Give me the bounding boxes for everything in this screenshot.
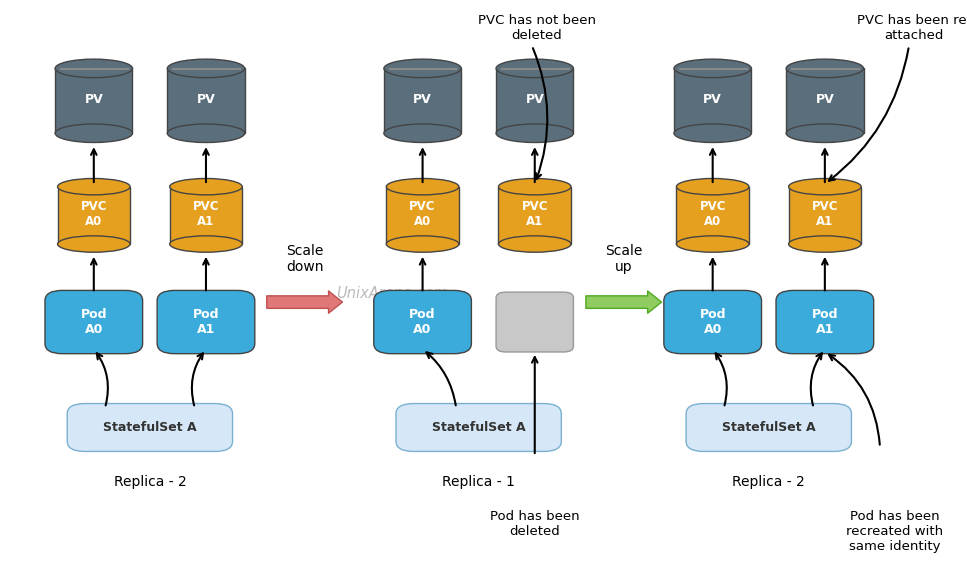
Ellipse shape — [58, 178, 130, 195]
FancyBboxPatch shape — [777, 291, 874, 353]
FancyBboxPatch shape — [496, 292, 573, 352]
Ellipse shape — [384, 59, 461, 78]
Bar — [58, 187, 131, 244]
Text: PV: PV — [84, 93, 103, 106]
Text: PV: PV — [413, 93, 432, 106]
Ellipse shape — [58, 236, 130, 252]
Ellipse shape — [170, 178, 243, 195]
Ellipse shape — [674, 124, 751, 142]
Text: Scale
up: Scale up — [605, 245, 642, 274]
Bar — [789, 187, 862, 244]
FancyBboxPatch shape — [687, 404, 852, 451]
Text: Pod has been
deleted: Pod has been deleted — [490, 510, 579, 538]
Bar — [677, 187, 749, 244]
Text: Pod
A1: Pod A1 — [192, 308, 220, 336]
Ellipse shape — [170, 236, 243, 252]
Text: PVC
A1: PVC A1 — [811, 200, 838, 228]
Text: Pod has been
recreated with
same identity: Pod has been recreated with same identit… — [846, 510, 943, 553]
Text: Replica - 2: Replica - 2 — [732, 475, 806, 488]
Text: PV: PV — [525, 93, 544, 106]
FancyArrowPatch shape — [267, 291, 342, 313]
Bar — [674, 68, 751, 133]
Text: Pod
A0: Pod A0 — [699, 308, 726, 336]
Ellipse shape — [386, 236, 459, 252]
Text: StatefulSet A: StatefulSet A — [103, 421, 196, 434]
Bar — [55, 68, 132, 133]
FancyBboxPatch shape — [373, 291, 472, 353]
Text: PVC has been re-
attached: PVC has been re- attached — [857, 14, 967, 42]
Bar — [496, 68, 573, 133]
Ellipse shape — [167, 124, 245, 142]
Ellipse shape — [789, 178, 862, 195]
Ellipse shape — [677, 178, 749, 195]
Ellipse shape — [786, 59, 864, 78]
Ellipse shape — [496, 59, 573, 78]
Text: Scale
down: Scale down — [286, 245, 323, 274]
Bar — [387, 187, 459, 244]
FancyBboxPatch shape — [396, 404, 562, 451]
Text: Pod
A1: Pod A1 — [811, 308, 838, 336]
Ellipse shape — [167, 59, 245, 78]
Ellipse shape — [55, 124, 132, 142]
FancyBboxPatch shape — [664, 291, 762, 353]
Text: PV: PV — [196, 93, 216, 106]
Text: PVC has not been
deleted: PVC has not been deleted — [478, 14, 596, 42]
Ellipse shape — [384, 124, 461, 142]
FancyArrowPatch shape — [586, 291, 661, 313]
Text: Pod
A0: Pod A0 — [80, 308, 107, 336]
Bar — [499, 187, 571, 244]
FancyBboxPatch shape — [44, 291, 143, 353]
Bar — [786, 68, 864, 133]
FancyBboxPatch shape — [68, 404, 233, 451]
Text: Replica - 2: Replica - 2 — [113, 475, 187, 488]
Ellipse shape — [386, 178, 459, 195]
Text: PV: PV — [703, 93, 722, 106]
Ellipse shape — [677, 236, 749, 252]
Text: Pod
A0: Pod A0 — [409, 308, 436, 336]
Ellipse shape — [789, 236, 862, 252]
Bar — [167, 68, 245, 133]
Ellipse shape — [496, 124, 573, 142]
Text: PVC
A0: PVC A0 — [80, 200, 107, 228]
Ellipse shape — [499, 236, 571, 252]
Ellipse shape — [786, 124, 864, 142]
Bar — [384, 68, 461, 133]
Text: PV: PV — [815, 93, 835, 106]
Text: UnixArena.com: UnixArena.com — [336, 286, 448, 301]
Ellipse shape — [55, 59, 132, 78]
Text: StatefulSet A: StatefulSet A — [722, 421, 815, 434]
Text: PVC
A0: PVC A0 — [699, 200, 726, 228]
Bar — [170, 187, 242, 244]
Ellipse shape — [499, 178, 571, 195]
FancyBboxPatch shape — [157, 291, 254, 353]
Text: PVC
A0: PVC A0 — [409, 200, 436, 228]
Text: PVC
A1: PVC A1 — [521, 200, 548, 228]
Text: StatefulSet A: StatefulSet A — [432, 421, 525, 434]
Ellipse shape — [674, 59, 751, 78]
Text: PVC
A1: PVC A1 — [192, 200, 220, 228]
Text: Replica - 1: Replica - 1 — [442, 475, 515, 488]
